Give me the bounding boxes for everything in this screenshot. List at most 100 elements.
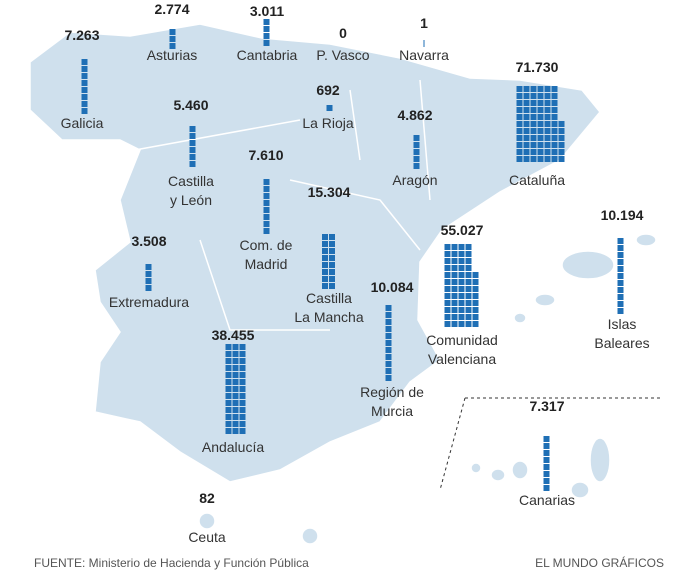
pictogram (263, 179, 270, 234)
pictogram-unit (169, 43, 176, 49)
pictogram-unit (465, 279, 472, 285)
region-name: Canarias (519, 492, 575, 508)
pictogram-unit (465, 321, 472, 327)
pictogram-unit (444, 279, 451, 285)
value-label: 71.730 (516, 59, 559, 75)
pictogram-unit (551, 100, 558, 106)
region-name: Galicia (61, 115, 104, 131)
pictogram-unit (225, 358, 232, 364)
pictogram-unit (451, 300, 458, 306)
pictogram-unit (558, 135, 565, 141)
pictogram-unit (385, 305, 392, 311)
pictogram-unit (551, 128, 558, 134)
pictogram-unit (225, 386, 232, 392)
pictogram-unit (413, 149, 420, 155)
pictogram-unit (413, 142, 420, 148)
pictogram-unit (458, 251, 465, 257)
pictogram-unit (617, 238, 624, 244)
pictogram-unit (544, 93, 551, 99)
pictogram-unit (81, 94, 88, 100)
pictogram-unit (322, 248, 328, 254)
region-name: Madrid (245, 256, 288, 272)
pictogram-unit (263, 207, 270, 213)
region-name: Andalucía (202, 439, 264, 455)
pictogram-unit (523, 142, 530, 148)
pictogram-unit (322, 262, 328, 268)
value-label: 7.610 (248, 147, 283, 163)
pictogram-unit (543, 471, 550, 477)
pictogram-unit (329, 248, 335, 254)
pictogram (516, 86, 565, 162)
pictogram-unit (537, 121, 544, 127)
pictogram-unit (81, 87, 88, 93)
value-label: 3.011 (250, 3, 284, 19)
pictogram-unit (516, 114, 523, 120)
pictogram-unit (263, 186, 270, 192)
pictogram-unit (544, 135, 551, 141)
pictogram-unit (543, 457, 550, 463)
pictogram-unit (558, 128, 565, 134)
pictogram-unit (232, 379, 239, 385)
pictogram-unit (322, 283, 328, 289)
pictogram-unit (543, 436, 550, 442)
pictogram-unit (239, 351, 246, 357)
pictogram-unit (232, 386, 239, 392)
pictogram-unit (617, 294, 624, 300)
pictogram-unit (232, 372, 239, 378)
pictogram-unit (544, 100, 551, 106)
pictogram-unit (451, 251, 458, 257)
pictogram-unit (225, 344, 232, 350)
pictogram-unit (385, 340, 392, 346)
value-label: 82 (199, 490, 215, 506)
pictogram-unit (444, 251, 451, 257)
region-name: Región de (360, 384, 424, 400)
pictogram-unit (385, 319, 392, 325)
pictogram-unit (189, 133, 196, 139)
pictogram-unit (530, 100, 537, 106)
pictogram-unit (617, 252, 624, 258)
pictogram-unit (530, 114, 537, 120)
pictogram-unit (472, 272, 479, 278)
region-name: Valenciana (428, 351, 496, 367)
pictogram-unit (263, 179, 270, 185)
pictogram-unit (444, 293, 451, 299)
pictogram-unit (530, 93, 537, 99)
pictogram-unit (558, 142, 565, 148)
pictogram-unit (385, 368, 392, 374)
pictogram-unit (516, 135, 523, 141)
pictogram (326, 105, 333, 111)
pictogram-unit (543, 464, 550, 470)
pictogram-unit (551, 135, 558, 141)
pictogram-unit (451, 286, 458, 292)
pictogram-unit (544, 149, 551, 155)
pictogram-unit (145, 264, 152, 270)
pictogram-unit (81, 108, 88, 114)
pictogram-unit (232, 393, 239, 399)
pictogram-unit (232, 421, 239, 427)
value-label: 2.774 (154, 1, 189, 17)
pictogram-unit (544, 142, 551, 148)
pictogram-unit (551, 149, 558, 155)
pictogram-unit (472, 279, 479, 285)
pictogram-unit (263, 221, 270, 227)
pictogram-unit (239, 386, 246, 392)
pictogram-unit (530, 156, 537, 162)
pictogram-unit (451, 265, 458, 271)
pictogram-unit (232, 414, 239, 420)
pictogram-unit (239, 428, 246, 434)
pictogram-unit (232, 407, 239, 413)
region-name: Asturias (147, 47, 198, 63)
pictogram-unit (537, 128, 544, 134)
pictogram-unit (239, 414, 246, 420)
pictogram-unit (530, 135, 537, 141)
region-name: Baleares (594, 335, 649, 351)
pictogram-unit (617, 287, 624, 293)
pictogram-unit (232, 365, 239, 371)
credit: EL MUNDO GRÁFICOS (535, 555, 664, 570)
pictogram-unit (458, 272, 465, 278)
pictogram-unit (444, 258, 451, 264)
pictogram-unit (232, 400, 239, 406)
region-name: P. Vasco (316, 47, 369, 63)
pictogram-unit (239, 344, 246, 350)
pictogram-unit (537, 100, 544, 106)
